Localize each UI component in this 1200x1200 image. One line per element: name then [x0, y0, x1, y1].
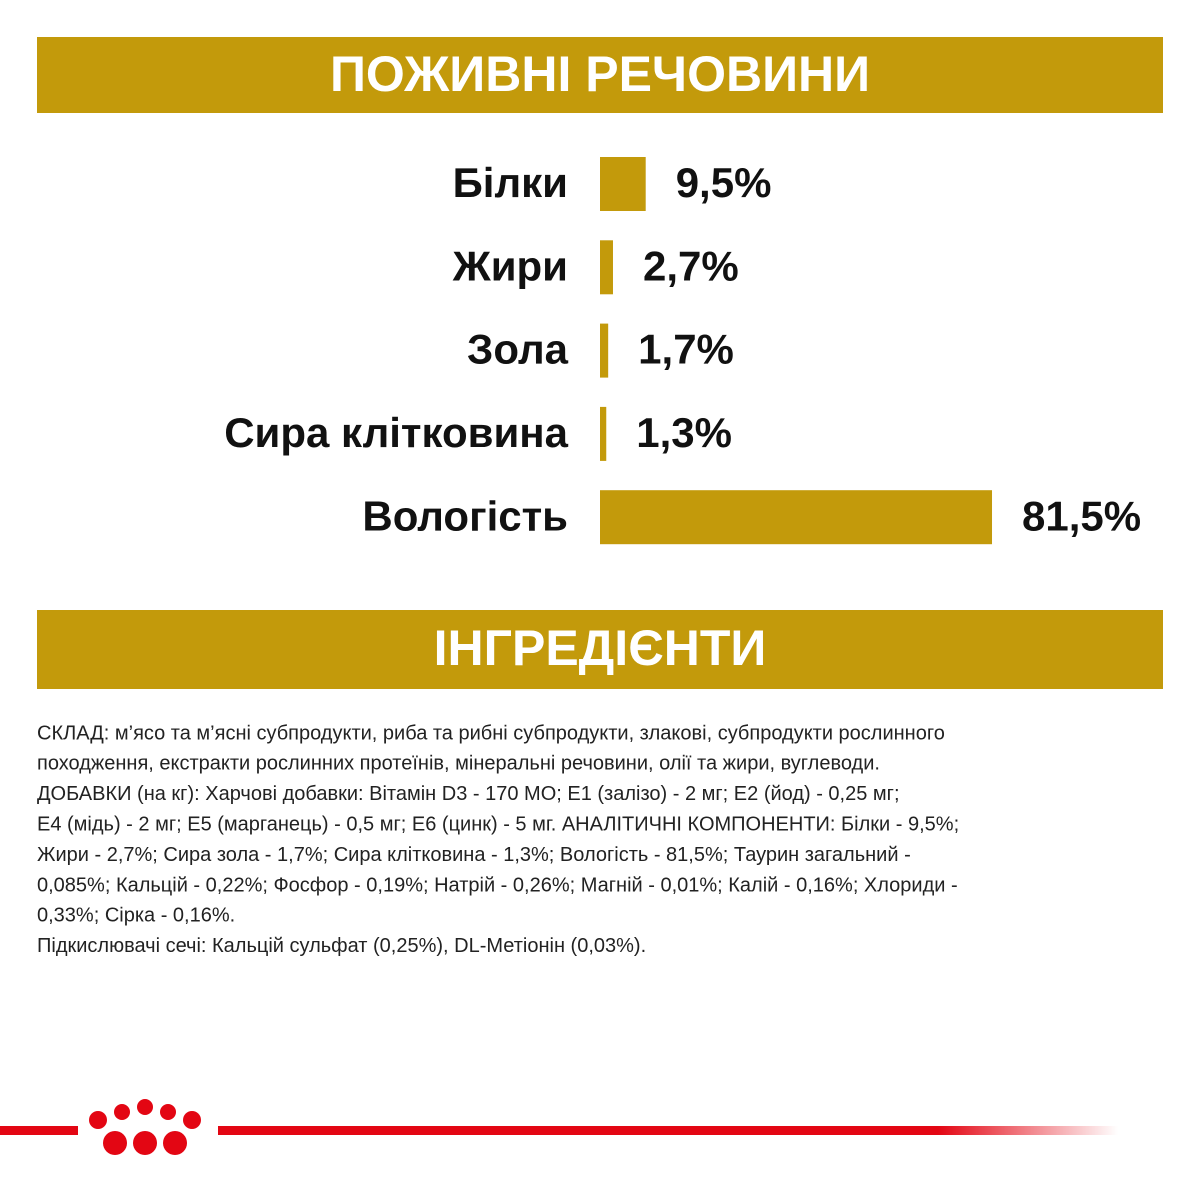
category-label: Зола	[467, 326, 569, 373]
ingredients-line: СКЛАД: м’ясо та м’ясні субпродукти, риба…	[37, 722, 945, 744]
ingredients-line: ДОБАВКИ (на кг): Харчові добавки: Вітамі…	[37, 783, 900, 805]
value-label: 81,5%	[1022, 492, 1141, 539]
category-label: Вологість	[362, 492, 568, 539]
ingredients-line: Підкислювачі сечі: Кальцій сульфат (0,25…	[37, 935, 646, 957]
logo	[0, 1099, 1118, 1155]
ingredients-line: походження, екстракти рослинних протеїні…	[37, 753, 880, 775]
bar	[600, 240, 613, 295]
bar	[600, 406, 607, 461]
value-label: 1,3%	[636, 409, 732, 456]
header-bar	[37, 610, 1163, 689]
ingredients-line: 0,085%; Кальцій - 0,22%; Фосфор - 0,19%;…	[37, 874, 958, 896]
category-label: Жири	[452, 242, 568, 289]
chart-title: ПОЖИВНІ РЕЧОВИНИ	[330, 46, 870, 102]
header-bar	[37, 37, 1163, 113]
ingredients-line: 0,33%; Сірка - 0,16%.	[37, 905, 235, 927]
ingredients-line: Жири - 2,7%; Сира зола - 1,7%; Сира кліт…	[37, 844, 911, 866]
bar	[600, 157, 646, 211]
value-label: 2,7%	[643, 242, 739, 289]
ingredients-line: Е4 (мідь) - 2 мг; Е5 (марганець) - 0,5 м…	[37, 813, 959, 835]
section-title: ІНГРЕДІЄНТИ	[434, 620, 767, 676]
bar	[600, 323, 609, 378]
category-label: Сира клітковина	[224, 409, 568, 456]
category-label: Білки	[453, 159, 568, 206]
value-label: 9,5%	[676, 159, 772, 206]
bar	[600, 490, 993, 545]
value-label: 1,7%	[638, 326, 734, 373]
